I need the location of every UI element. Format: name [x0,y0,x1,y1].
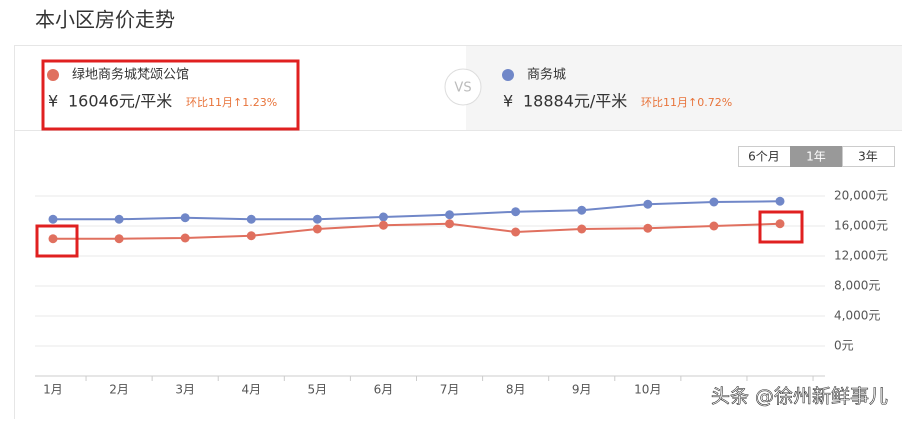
price: 16046元/平米 [68,92,172,111]
data-point [709,198,718,207]
data-point [511,228,520,237]
data-point [709,222,718,231]
x-tick-label: 1月 [43,383,63,397]
range-buttons: 6个月 1年 3年 [739,147,895,167]
data-point [379,221,388,230]
x-tick-label: 4月 [241,383,261,397]
page-title: 本小区房价走势 [35,8,175,32]
highlight-box [37,226,77,256]
currency: ¥ [503,92,513,111]
range-label[interactable]: 1年 [806,150,826,164]
data-point [181,213,190,222]
legend-name: 商务城 [527,67,566,83]
y-tick-label: 16,000元 [834,219,888,233]
legend-dot [502,69,514,81]
data-point [643,224,652,233]
watermark: 头条 @徐州新鲜事儿 [711,386,888,408]
data-point [577,206,586,215]
x-tick-label: 10月 [634,383,661,397]
data-point [115,215,124,224]
data-point [115,234,124,243]
vs-text: VS [454,81,471,96]
y-tick-label: 12,000元 [834,249,888,263]
x-tick-label: 2月 [109,383,129,397]
x-tick-label: 8月 [506,383,526,397]
data-point [445,219,454,228]
data-point [181,234,190,243]
data-point [313,215,322,224]
x-tick-label: 7月 [440,383,460,397]
range-label[interactable]: 6个月 [748,150,780,164]
x-tick-label: 3月 [175,383,195,397]
data-point [643,200,652,209]
currency: ¥ [48,92,58,111]
x-tick-label: 6月 [374,383,394,397]
right-panel [466,46,902,130]
data-point [247,231,256,240]
change: 环比11月↑0.72% [641,96,732,109]
x-tick-label: 9月 [572,383,592,397]
price: 18884元/平米 [523,92,627,111]
data-point [577,225,586,234]
legend-name: 绿地商务城梵颂公馆 [72,67,189,83]
data-point [445,210,454,219]
y-tick-label: 8,000元 [834,279,880,293]
data-point [247,215,256,224]
data-point [776,219,785,228]
range-label[interactable]: 3年 [858,150,878,164]
data-point [776,197,785,206]
series-line [53,201,780,219]
y-tick-label: 20,000元 [834,189,888,203]
data-point [379,213,388,222]
data-point [49,215,58,224]
data-point [49,234,58,243]
data-point [313,225,322,234]
y-tick-label: 4,000元 [834,309,880,323]
legend-dot [47,69,59,81]
x-tick-label: 5月 [308,383,328,397]
y-tick-label: 0元 [834,339,854,353]
change: 环比11月↑1.23% [186,96,277,109]
data-point [511,207,520,216]
